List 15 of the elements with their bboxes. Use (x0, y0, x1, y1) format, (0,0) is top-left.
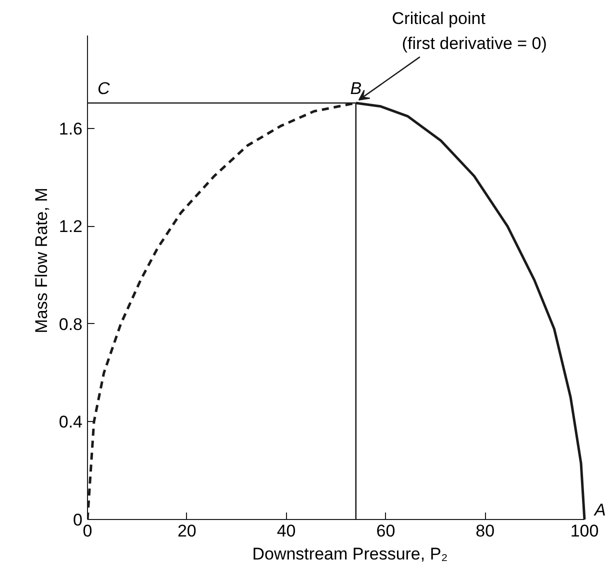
y-tick-label: 1.2 (58, 217, 83, 236)
x-tick-label: 80 (476, 522, 495, 540)
y-tick-label: 0.8 (58, 314, 83, 334)
annotation: B (350, 78, 362, 98)
x-tick-label: 20 (177, 522, 196, 540)
y-axis-title: Mass Flow Rate, M (32, 188, 51, 334)
annotation: C (98, 78, 110, 98)
x-tick-label: 40 (276, 522, 296, 540)
y-tick-label: 1.6 (58, 119, 83, 138)
x-axis-title: Downstream Pressure, P₂ (252, 544, 448, 564)
annotation: A (594, 500, 606, 520)
x-tick-label: 100 (570, 522, 599, 540)
x-tick-label: 60 (376, 522, 396, 540)
annotation: Critical point (first derivative = 0) (392, 8, 547, 53)
y-tick-label: 0.4 (58, 412, 83, 432)
